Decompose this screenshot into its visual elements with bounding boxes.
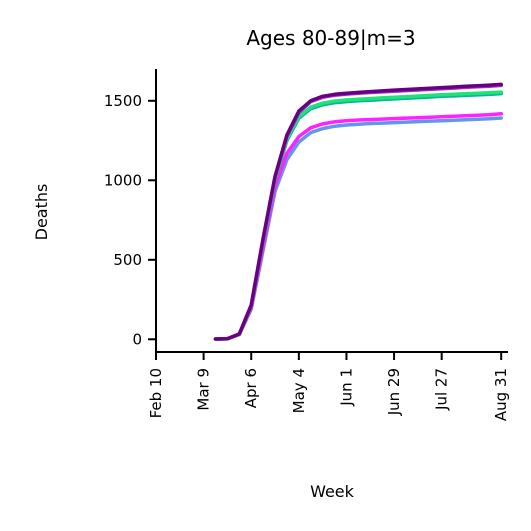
series-group: [213, 82, 503, 341]
x-ticks: Feb 10 Mar 9 Apr 6 May 4 Jun 1 Jun 29 Jul 27 Au…: [147, 352, 510, 421]
y-tick-label-1: 500: [113, 251, 142, 269]
x-tick-label-3: May 4: [290, 368, 308, 413]
series-line-6: [213, 82, 503, 341]
x-tick-label-1: Mar 9: [195, 368, 213, 411]
y-tick-label-2: 1000: [104, 171, 142, 189]
x-tick-label-4: Jun 1: [338, 368, 356, 407]
y-tick-label-0: 0: [132, 330, 142, 348]
x-tick-label-7: Aug 31: [492, 368, 510, 421]
x-tick-label-0: Feb 10: [147, 368, 165, 418]
series-line-2: [213, 112, 503, 341]
y-ticks: 0 500 1000 1500: [104, 92, 156, 348]
y-tick-label-3: 1500: [104, 92, 142, 110]
chart-title: Ages 80-89|m=3: [246, 26, 415, 50]
series-line-3: [213, 91, 503, 341]
series-line-4: [213, 90, 503, 341]
x-tick-label-6: Jul 27: [433, 368, 451, 411]
x-tick-label-5: Jun 29: [385, 368, 403, 416]
series-line-1: [213, 116, 503, 341]
y-axis-label: Deaths: [32, 184, 51, 241]
x-tick-label-2: Apr 6: [242, 368, 260, 408]
x-axis-label: Week: [310, 482, 355, 501]
